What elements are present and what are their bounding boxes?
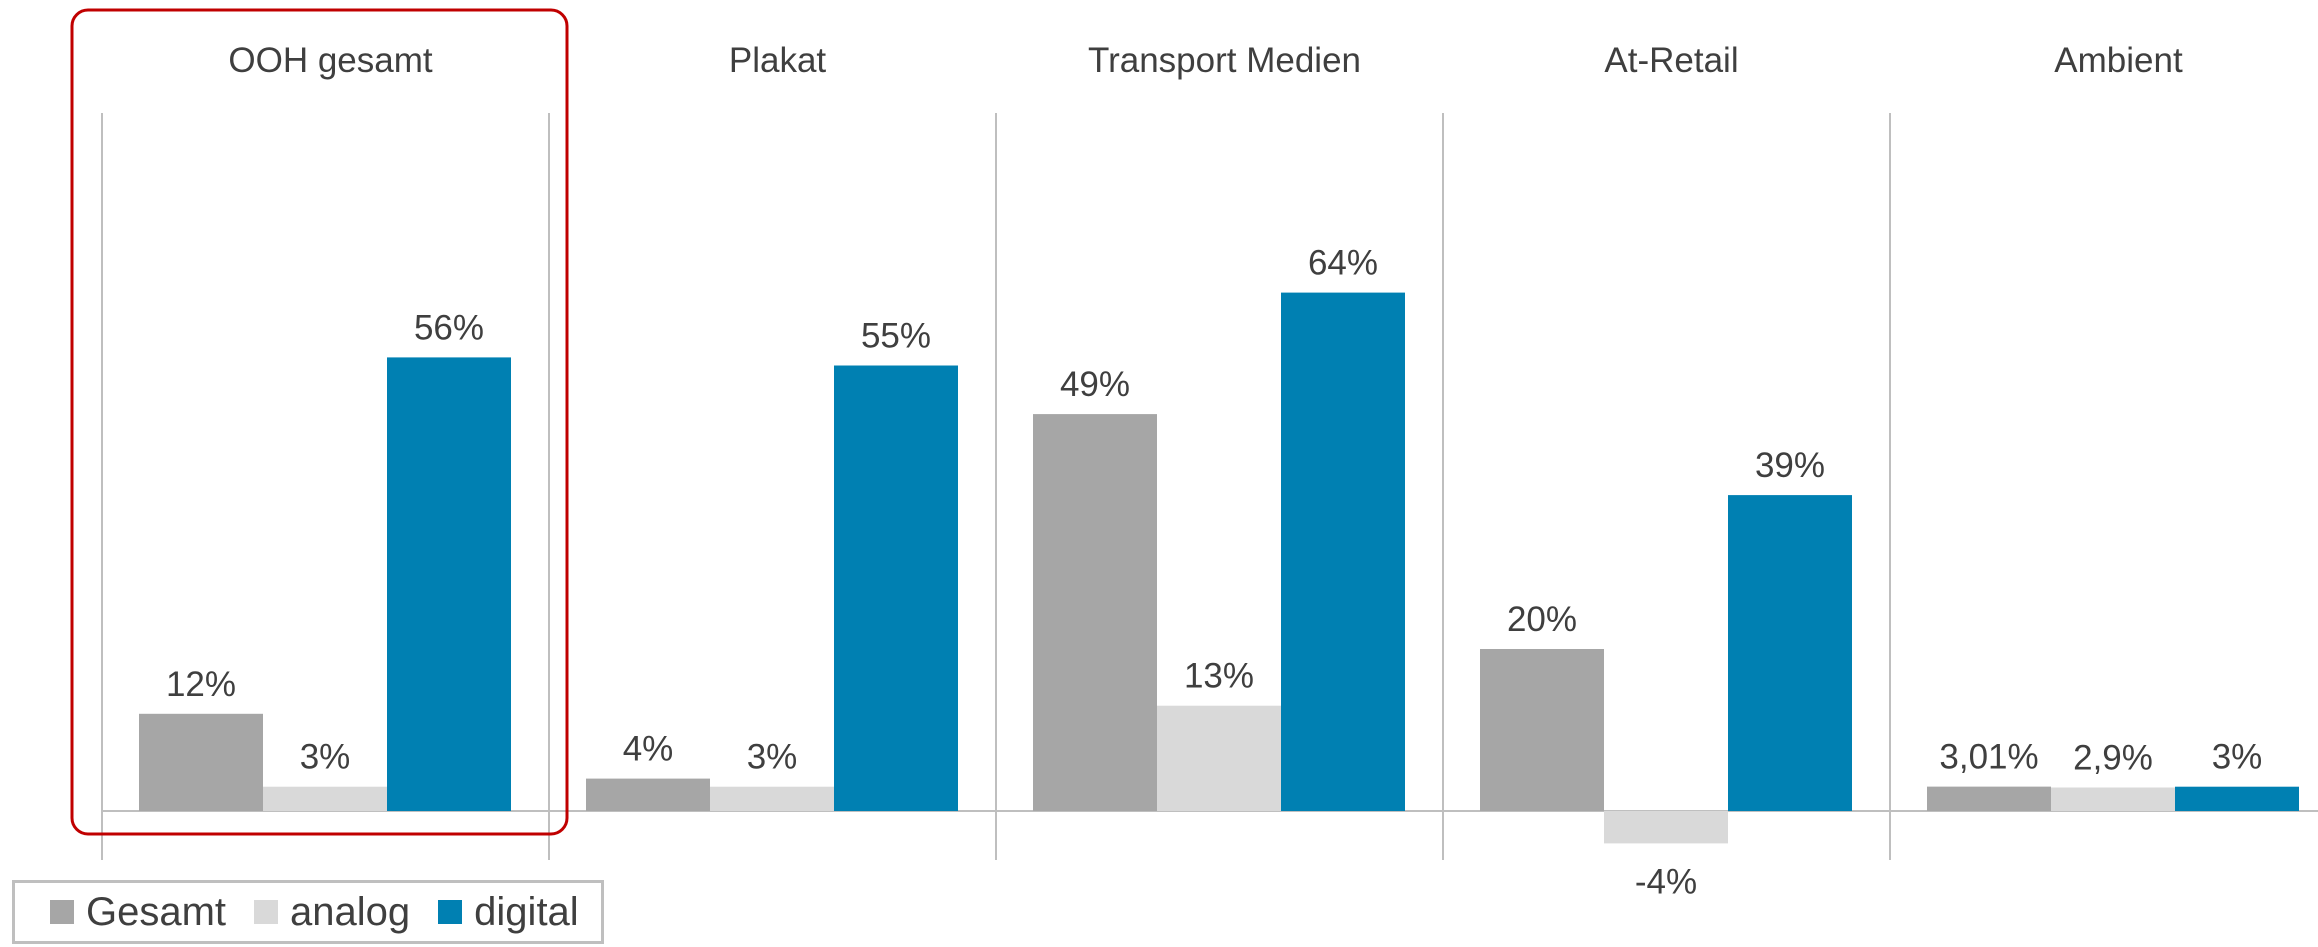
value-label: 56%: [414, 308, 484, 347]
value-label: 3%: [747, 738, 798, 777]
bar-gesamt: [139, 713, 263, 811]
category-label: Ambient: [2054, 41, 2183, 80]
highlight-box: [70, 8, 569, 836]
legend-label-digital: digital: [474, 889, 579, 934]
category-separators: [101, 113, 1891, 860]
highlight-rectangle: [70, 8, 569, 836]
bar-gesamt: [586, 778, 710, 811]
bar-gesamt: [1033, 414, 1157, 811]
bar-analog: [2051, 787, 2175, 811]
bar-digital: [1281, 292, 1405, 812]
legend-item-analog: analog: [254, 890, 410, 935]
value-label: 55%: [861, 317, 931, 356]
bar-digital: [387, 357, 511, 811]
value-label: 3%: [300, 738, 351, 777]
category-label: Transport Medien: [1088, 41, 1361, 80]
legend-item-digital: digital: [438, 890, 579, 935]
legend: Gesamt analog digital: [12, 880, 604, 944]
bar-analog: [1157, 705, 1281, 811]
category-label: OOH gesamt: [228, 41, 432, 80]
category-label: Plakat: [729, 41, 827, 80]
bar-analog: [710, 786, 834, 811]
bars: [139, 292, 2299, 844]
value-label: 4%: [623, 730, 674, 769]
category-label: At-Retail: [1604, 41, 1738, 80]
bar-digital: [1728, 495, 1852, 811]
bar-analog: [1604, 811, 1728, 844]
legend-item-gesamt: Gesamt: [50, 890, 226, 935]
value-label: 39%: [1755, 446, 1825, 485]
value-label: 49%: [1060, 365, 1130, 404]
value-labels: 12% 3% 56% 4% 3% 55% 49% 13% 64% 20% -4% 39% 3,01% 2,…: [166, 244, 2262, 902]
bar-digital: [2175, 786, 2299, 811]
value-label: 64%: [1308, 244, 1378, 283]
legend-label-analog: analog: [290, 889, 411, 934]
value-label: 3,01%: [1939, 738, 2038, 777]
legend-swatch-analog: [254, 900, 279, 924]
value-label: 13%: [1184, 657, 1254, 696]
legend-swatch-digital: [438, 900, 463, 924]
bar-gesamt: [1480, 649, 1604, 811]
bar-digital: [834, 365, 958, 811]
value-label: 2,9%: [2073, 739, 2153, 778]
legend-label-gesamt: Gesamt: [86, 889, 227, 934]
category-labels: OOH gesamt Plakat Transport Medien At-Retai…: [228, 41, 2183, 80]
value-label: -4%: [1635, 862, 1697, 901]
legend-swatch-gesamt: [50, 900, 74, 924]
value-label: 3%: [2212, 738, 2263, 777]
value-label: 20%: [1507, 600, 1577, 639]
bar-gesamt: [1927, 786, 2051, 811]
value-label: 12%: [166, 665, 236, 704]
bar-analog: [263, 786, 387, 811]
